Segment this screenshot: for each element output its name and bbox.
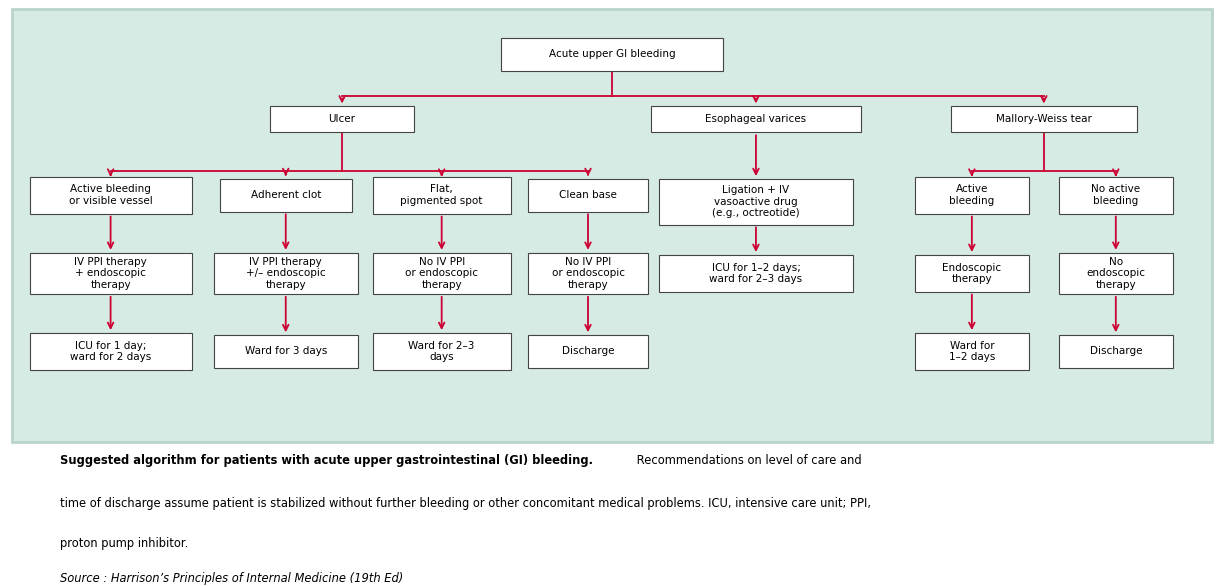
Bar (528, 179, 647, 212)
Bar (914, 255, 1029, 292)
Bar (528, 253, 647, 294)
Text: Suggested algorithm for patients with acute upper gastrointestinal (GI) bleeding: Suggested algorithm for patients with ac… (60, 454, 594, 467)
Text: Endoscopic
therapy: Endoscopic therapy (942, 263, 1001, 284)
Text: IV PPI therapy
+ endoscopic
therapy: IV PPI therapy + endoscopic therapy (75, 257, 147, 290)
Text: Discharge: Discharge (562, 346, 614, 356)
Text: Active
bleeding: Active bleeding (950, 185, 994, 206)
Bar (501, 38, 723, 70)
Bar (271, 107, 414, 132)
Text: No active
bleeding: No active bleeding (1092, 185, 1141, 206)
Bar (29, 177, 192, 214)
Text: Ligation + IV
vasoactive drug
(e.g., octreotide): Ligation + IV vasoactive drug (e.g., oct… (712, 185, 799, 219)
Bar (372, 177, 510, 214)
Bar (214, 253, 357, 294)
Text: Flat,
pigmented spot: Flat, pigmented spot (400, 185, 482, 206)
Text: Esophageal varices: Esophageal varices (705, 114, 807, 124)
Bar (651, 107, 860, 132)
Text: Discharge: Discharge (1089, 346, 1142, 356)
Bar (914, 177, 1029, 214)
Bar (220, 179, 351, 212)
Bar (1059, 177, 1173, 214)
Text: Ward for 3 days: Ward for 3 days (245, 346, 327, 356)
Bar (914, 333, 1029, 370)
Text: ICU for 1–2 days;
ward for 2–3 days: ICU for 1–2 days; ward for 2–3 days (710, 263, 803, 284)
Bar (528, 335, 647, 367)
Text: No IV PPI
or endoscopic
therapy: No IV PPI or endoscopic therapy (552, 257, 624, 290)
Bar (659, 179, 853, 224)
Text: proton pump inhibitor.: proton pump inhibitor. (60, 537, 188, 550)
Bar (214, 335, 357, 367)
Text: Acute upper GI bleeding: Acute upper GI bleeding (548, 49, 676, 59)
Bar (29, 253, 192, 294)
Text: Recommendations on level of care and: Recommendations on level of care and (634, 454, 862, 467)
Bar (1059, 335, 1173, 367)
Text: time of discharge assume patient is stabilized without further bleeding or other: time of discharge assume patient is stab… (60, 497, 871, 510)
Text: Ward for
1–2 days: Ward for 1–2 days (949, 340, 995, 362)
Bar (951, 107, 1137, 132)
Text: ICU for 1 day;
ward for 2 days: ICU for 1 day; ward for 2 days (70, 340, 152, 362)
Bar (1059, 253, 1173, 294)
Bar (372, 253, 510, 294)
Text: Active bleeding
or visible vessel: Active bleeding or visible vessel (69, 185, 153, 206)
Text: Ward for 2–3
days: Ward for 2–3 days (409, 340, 475, 362)
Text: No IV PPI
or endoscopic
therapy: No IV PPI or endoscopic therapy (405, 257, 479, 290)
Text: Clean base: Clean base (559, 190, 617, 200)
Text: Ulcer: Ulcer (328, 114, 356, 124)
Text: Source : Harrison’s Principles of Internal Medicine (19th Ed): Source : Harrison’s Principles of Intern… (60, 572, 404, 585)
Text: IV PPI therapy
+/– endoscopic
therapy: IV PPI therapy +/– endoscopic therapy (246, 257, 326, 290)
Bar (659, 255, 853, 292)
Text: Adherent clot: Adherent clot (251, 190, 321, 200)
Text: Mallory-Weiss tear: Mallory-Weiss tear (996, 114, 1092, 124)
Text: No
endoscopic
therapy: No endoscopic therapy (1086, 257, 1146, 290)
FancyBboxPatch shape (12, 9, 1212, 442)
Bar (372, 333, 510, 370)
Bar (29, 333, 192, 370)
